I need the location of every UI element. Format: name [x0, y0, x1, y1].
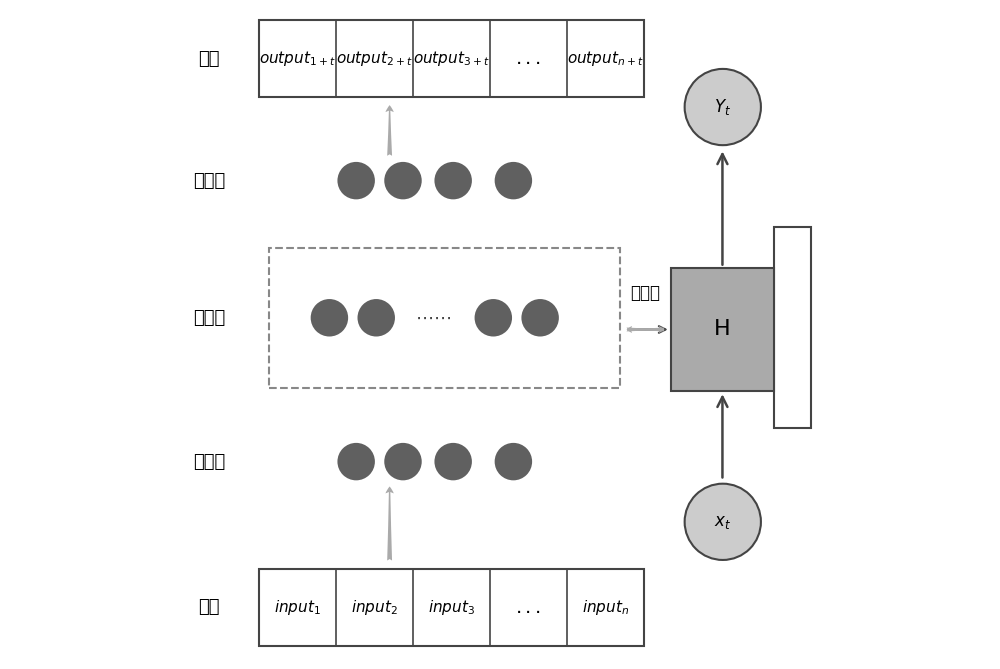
Text: $x_t$: $x_t$: [714, 513, 731, 531]
Ellipse shape: [311, 299, 348, 337]
Ellipse shape: [521, 299, 559, 337]
Ellipse shape: [337, 443, 375, 480]
Ellipse shape: [685, 69, 761, 145]
Text: 循环体: 循环体: [631, 284, 661, 302]
Text: $input_{1}$: $input_{1}$: [274, 597, 321, 617]
Text: $output_{n+t}$: $output_{n+t}$: [567, 49, 644, 68]
Ellipse shape: [434, 162, 472, 199]
Ellipse shape: [434, 443, 472, 480]
Ellipse shape: [685, 484, 761, 560]
Ellipse shape: [358, 299, 395, 337]
Text: $output_{3+t}$: $output_{3+t}$: [413, 49, 490, 68]
Bar: [774, 227, 811, 428]
Text: 输出层: 输出层: [193, 172, 225, 189]
Ellipse shape: [384, 443, 422, 480]
Text: $Y_t$: $Y_t$: [714, 97, 731, 117]
Text: $...$: $...$: [515, 597, 541, 617]
Ellipse shape: [384, 162, 422, 199]
Bar: [259, 20, 644, 97]
Ellipse shape: [495, 443, 532, 480]
Ellipse shape: [495, 162, 532, 199]
Text: $input_{3}$: $input_{3}$: [428, 597, 475, 617]
Bar: [671, 268, 774, 391]
Text: $output_{1+t}$: $output_{1+t}$: [259, 49, 336, 68]
Text: $input_{n}$: $input_{n}$: [582, 597, 629, 617]
Text: $...$: $...$: [515, 49, 541, 68]
Text: $output_{2+t}$: $output_{2+t}$: [336, 49, 413, 68]
Ellipse shape: [337, 162, 375, 199]
Text: H: H: [714, 320, 731, 339]
Text: 输入: 输入: [198, 598, 220, 616]
Bar: [259, 569, 644, 646]
Text: 输出: 输出: [198, 50, 220, 68]
Text: $\cdots\cdots$: $\cdots\cdots$: [415, 309, 451, 326]
Text: 隐含层: 隐含层: [193, 309, 225, 326]
Bar: [269, 248, 620, 388]
Text: $input_{2}$: $input_{2}$: [351, 597, 398, 617]
Text: 输入层: 输入层: [193, 453, 225, 470]
Ellipse shape: [475, 299, 512, 337]
